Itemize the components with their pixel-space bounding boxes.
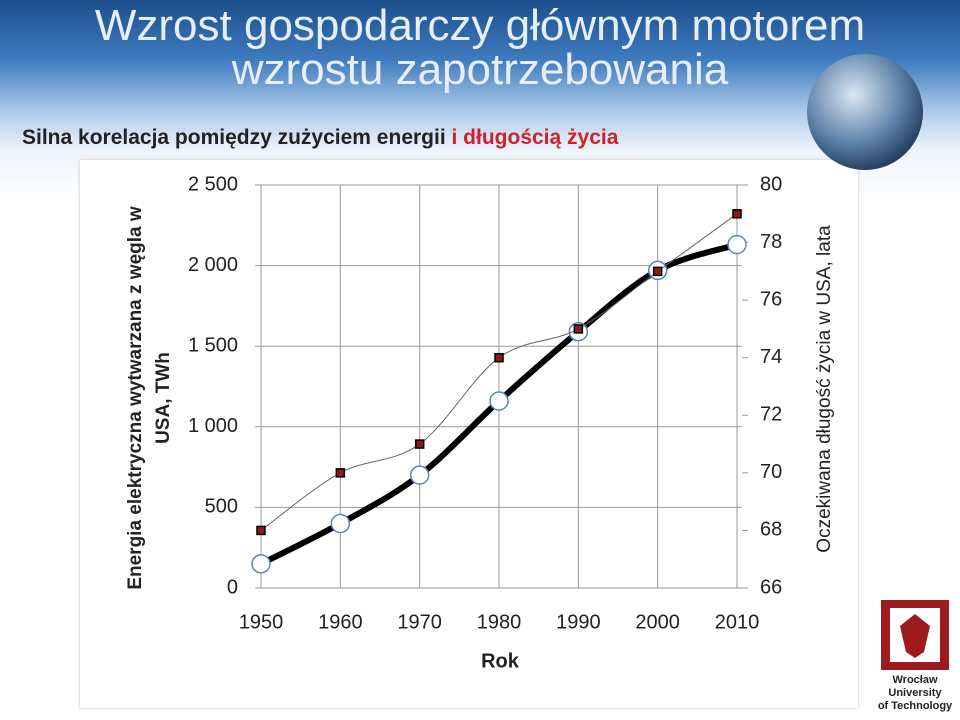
data-point xyxy=(335,468,346,478)
logo-emblem xyxy=(881,600,949,670)
data-point xyxy=(573,324,584,334)
y2-tick-label: 74 xyxy=(760,346,782,368)
data-point xyxy=(256,525,266,536)
x-tick-label: 1970 xyxy=(397,611,442,633)
x-tick-label: 1950 xyxy=(239,611,284,633)
logo-line: of Technology xyxy=(877,700,953,712)
y-tick-label: 500 xyxy=(205,496,238,518)
subtitle-part: Silna korelacja pomiędzy zużyciem energi… xyxy=(22,126,452,149)
y-axis-label: Energia elektryczna wytwarzana z węgla w… xyxy=(125,206,174,590)
data-point xyxy=(494,352,504,363)
x-axis-label: Rok xyxy=(481,650,520,672)
x-tick-label: 1960 xyxy=(318,611,363,633)
x-tick-label: 1990 xyxy=(556,611,601,633)
y-tick-label: 2 000 xyxy=(188,254,238,276)
data-point xyxy=(414,439,425,449)
y2-tick-label: 66 xyxy=(760,576,782,598)
data-point xyxy=(251,554,271,574)
data-point xyxy=(489,391,509,411)
logo-text: Wrocław University of Technology xyxy=(872,674,958,713)
data-point xyxy=(409,465,430,485)
x-tick-label: 2000 xyxy=(635,611,680,633)
y-tick-label: 1 000 xyxy=(188,415,238,437)
logo-line: University xyxy=(888,687,942,699)
logo-line: Wrocław xyxy=(892,674,938,686)
y2-tick-label: 68 xyxy=(760,519,782,541)
y2-tick-label: 72 xyxy=(760,404,782,426)
x-tick-label: 2010 xyxy=(715,611,760,633)
data-point xyxy=(652,266,663,277)
y-tick-label: 2 500 xyxy=(188,173,238,195)
data-point xyxy=(330,513,351,534)
y2-axis-label: Oczekiwana długość życia w USA, lata xyxy=(814,225,835,553)
subtitle: Silna korelacja pomiędzy zużyciem energi… xyxy=(22,126,618,150)
subtitle-part: i długością życia xyxy=(451,126,619,149)
y-tick-label: 1 500 xyxy=(188,334,238,356)
y2-tick-label: 78 xyxy=(760,231,782,253)
x-tick-label: 1980 xyxy=(477,611,522,633)
data-point xyxy=(727,234,747,255)
y2-tick-label: 80 xyxy=(760,173,782,195)
slide-title: Wzrost gospodarczy głównym motorem wzros… xyxy=(94,1,866,94)
y2-tick-label: 70 xyxy=(760,461,782,483)
university-logo: Wrocław University of Technology xyxy=(872,596,958,718)
data-point xyxy=(732,209,742,219)
y2-tick-label: 76 xyxy=(760,288,782,310)
y-tick-label: 0 xyxy=(227,576,238,598)
globe-icon xyxy=(807,54,923,170)
